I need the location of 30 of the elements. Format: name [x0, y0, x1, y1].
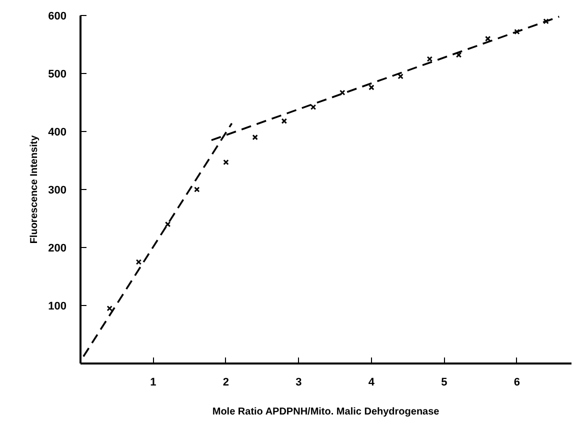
point	[398, 74, 404, 80]
x-tick-label: 6	[514, 376, 520, 388]
y-tick-label: 300	[48, 184, 67, 196]
y-tick-label: 600	[48, 10, 67, 22]
point	[106, 306, 112, 312]
point	[339, 90, 346, 96]
point	[164, 221, 171, 228]
y-tick-label: 400	[48, 126, 67, 138]
y-tick-label: 500	[48, 68, 67, 80]
y-tick-label: 200	[48, 242, 67, 254]
y-tick-label: 100	[48, 300, 67, 312]
point	[368, 84, 374, 90]
x-tick-label: 4	[368, 376, 376, 388]
point	[426, 56, 433, 62]
point	[543, 18, 549, 24]
y-axis-title: Fluorescence Intensity	[29, 134, 40, 244]
point	[484, 36, 491, 42]
point	[223, 159, 229, 166]
point	[456, 52, 462, 58]
point	[281, 118, 288, 124]
point	[194, 186, 200, 192]
point	[310, 104, 316, 110]
point	[252, 134, 258, 140]
x-axis-title: Mole Ratio APDPNH/Mito. Malic Dehydrogenase	[212, 406, 440, 418]
point	[514, 28, 520, 35]
x-tick-label: 1	[150, 376, 156, 388]
x-tick-label: 3	[296, 376, 302, 388]
x-tick-label: 5	[441, 376, 448, 388]
x-tick-label: 2	[222, 376, 230, 388]
point	[136, 259, 142, 265]
